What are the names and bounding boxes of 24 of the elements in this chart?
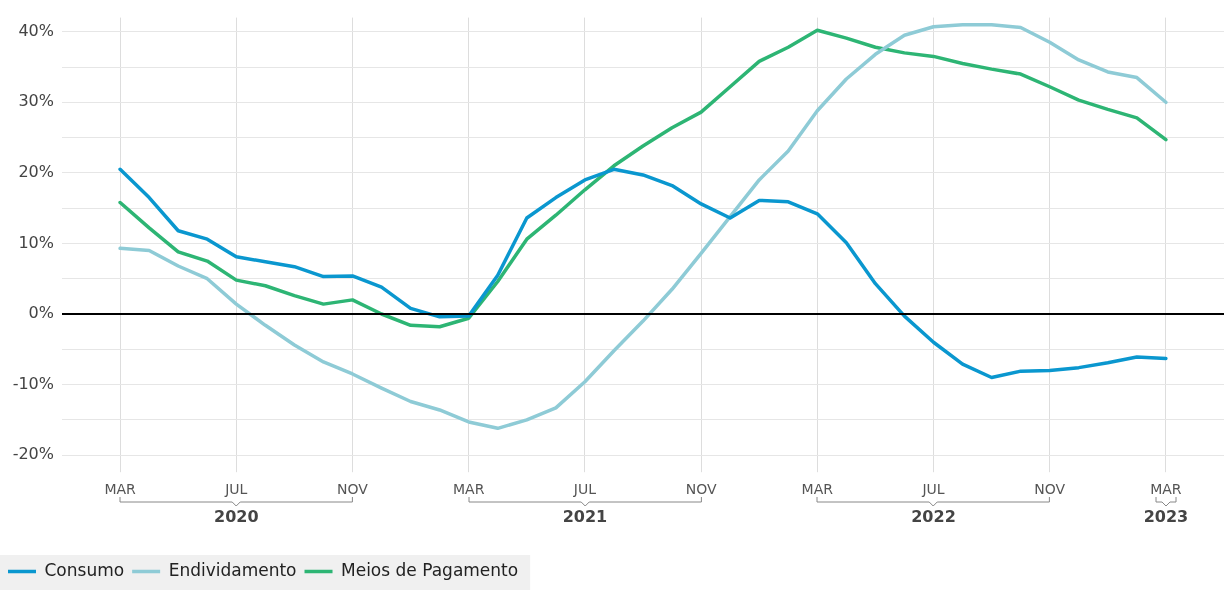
text: 2021 [562,507,608,527]
x-tick-label: JUL [921,481,945,498]
x-tick-label: MAR [1150,481,1182,498]
y-tick-label: 20% [18,162,54,182]
y-tick-label: 10% [18,232,54,252]
text: 2020 [214,507,259,527]
y-tick-label: 30% [18,91,54,111]
x-tick-label: NOV [337,481,369,498]
x-tick-label: JUL [572,481,597,498]
x-tick-label: MAR [104,481,137,498]
y-tick-label: 0% [28,303,54,323]
text: 2023 [1143,507,1189,527]
x-tick-label: JUL [224,481,248,498]
y-tick-label: 40% [18,20,54,40]
legend-label: Endividamento [168,559,297,580]
legend-label: Meios de Pagamento [341,559,519,580]
legend-label: Consumo [44,559,125,580]
x-tick-label: MAR [801,481,834,498]
x-tick-label: NOV [685,481,717,498]
y-tick-label: -10% [12,373,54,393]
text: 2022 [911,507,956,527]
x-tick-label: NOV [1034,481,1066,498]
x-tick-label: MAR [453,481,485,498]
y-tick-label: -20% [12,444,54,464]
